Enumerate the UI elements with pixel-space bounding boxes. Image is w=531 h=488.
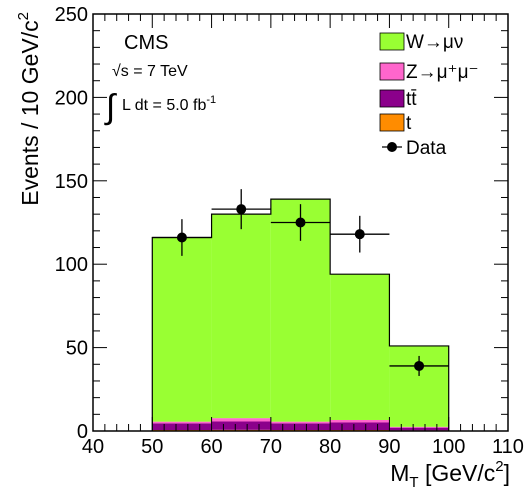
- y-tick-label: 50: [66, 338, 88, 360]
- lumi-exponent: -1: [206, 94, 216, 106]
- bar-series3-bin0: [152, 237, 212, 422]
- legend-swatch-z: [379, 62, 405, 81]
- legend-label-t: t: [406, 113, 412, 134]
- y-tick-label: 250: [55, 4, 88, 26]
- y-axis-title: Events / 10 GeV/c2: [15, 12, 43, 206]
- legend-data-marker: [387, 142, 397, 152]
- bar-series1-bin3: [330, 422, 390, 430]
- legend-label-w: W→μν: [406, 32, 463, 53]
- x-title-sup: 2: [495, 458, 503, 475]
- lumi-text: L dt = 5.0 fb: [122, 97, 206, 114]
- bar-series2-bin2: [270, 421, 331, 424]
- legend-swatch-t: [379, 113, 405, 132]
- data-point-2: [295, 217, 306, 228]
- bar-series1-bin4: [389, 427, 449, 431]
- legend-label-z: Z→μ⁺μ⁻: [406, 62, 479, 83]
- y-tick-label: 100: [55, 254, 88, 276]
- data-point-0: [176, 232, 187, 243]
- x-tick-label: 110: [492, 436, 524, 458]
- x-title-rest: [GeV/c: [419, 460, 496, 486]
- experiment-label: CMS: [124, 32, 168, 54]
- data-point-1: [236, 204, 247, 215]
- y-tick-label: 200: [55, 87, 88, 109]
- y-tick-label: 0: [77, 421, 88, 443]
- lumi-label: L dt = 5.0 fb-1: [122, 94, 216, 114]
- legend: W→μν Z→μ⁺μ⁻ tt̄ t Data: [379, 32, 479, 159]
- bar-series1-bin1: [211, 421, 271, 430]
- bar-series2-bin4: [389, 426, 449, 428]
- x-axis-title: MT [GeV/c2]: [390, 458, 510, 488]
- legend-swatch-w: [379, 32, 405, 51]
- x-tick-label: 80: [319, 436, 341, 458]
- x-tick-label: 100: [432, 436, 465, 458]
- legend-label-tt: tt̄: [406, 89, 417, 110]
- axis-ticks: [92, 13, 509, 432]
- legend-swatch-tt: [379, 89, 405, 108]
- x-tick-label: 40: [82, 436, 104, 458]
- stacked-bars: [151, 198, 450, 431]
- x-title-sub: T: [409, 474, 418, 488]
- bar-series1-bin2: [270, 423, 331, 430]
- y-tick-label: 150: [55, 171, 88, 193]
- bar-series2-bin3: [330, 419, 390, 423]
- x-tick-label: 50: [141, 436, 163, 458]
- y-title-main: Events / 10 GeV/c: [17, 20, 43, 205]
- energy-label: √s = 7 TeV: [112, 63, 188, 80]
- x-tick-label: 70: [260, 436, 282, 458]
- bar-series3-bin1: [211, 214, 271, 419]
- x-title-main: M: [390, 460, 409, 486]
- tick-labels: 40 50 60 70 80 90 100 110 0 50 100 150 200 250: [55, 4, 524, 458]
- integral-sign: ∫: [104, 88, 117, 126]
- y-title-sup: 2: [15, 12, 32, 20]
- legend-label-data: Data: [406, 138, 447, 159]
- data-point-3: [354, 229, 365, 240]
- data-points: [152, 189, 449, 376]
- bar-series2-bin1: [211, 418, 271, 422]
- x-title-close: ]: [504, 460, 510, 486]
- data-point-4: [414, 360, 425, 371]
- bar-series3-bin3: [330, 274, 390, 420]
- bar-series1-bin0: [152, 423, 212, 430]
- x-tick-label: 60: [200, 436, 222, 458]
- x-tick-label: 90: [378, 436, 400, 458]
- bar-series2-bin0: [152, 421, 212, 424]
- plot-frame: [92, 13, 509, 432]
